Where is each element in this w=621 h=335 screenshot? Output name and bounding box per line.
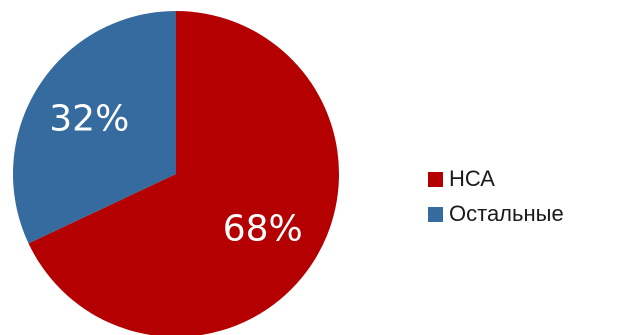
pie-chart-plot: 68% 32%: [12, 11, 339, 335]
pie-data-labels: 68% 32%: [49, 98, 302, 249]
legend-swatch-others: [428, 206, 443, 222]
legend-label-nsa: НСА: [449, 166, 495, 191]
pie-slices: [12, 11, 339, 335]
pie-slice-nsa: [28, 11, 339, 335]
legend-label-others: Остальные: [449, 201, 564, 226]
legend-item-others: Остальные: [428, 199, 564, 229]
legend-swatch-nsa: [428, 171, 443, 187]
legend-item-nsa: НСА: [428, 164, 564, 194]
legend: НСА Остальные: [428, 164, 564, 234]
data-label-nsa: 68%: [223, 209, 303, 250]
pie-slice-others: [12, 11, 176, 244]
data-label-others: 32%: [49, 98, 129, 139]
